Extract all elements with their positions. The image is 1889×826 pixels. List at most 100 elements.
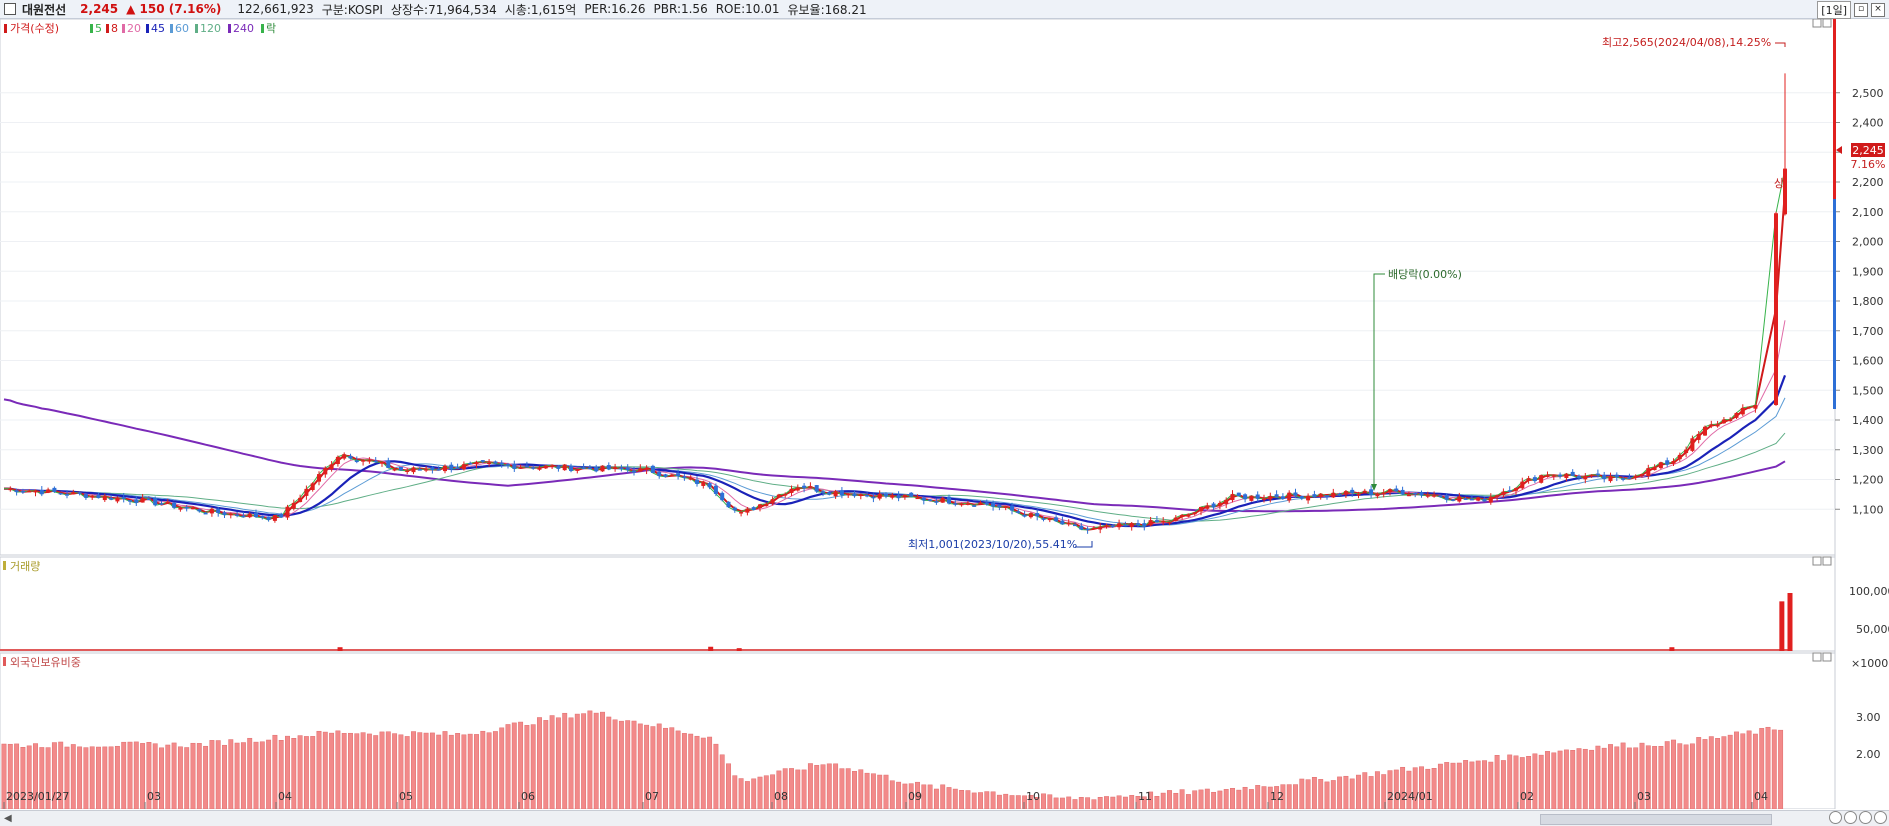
candle-body	[298, 497, 303, 503]
price-tick-4: 2,100	[1852, 206, 1884, 219]
candle-body	[921, 497, 926, 501]
candle-body	[468, 463, 473, 465]
candle-body	[1589, 474, 1594, 477]
price-panel-buttons[interactable]	[1812, 19, 1832, 28]
candle-body	[764, 503, 769, 507]
price-change: ▲ 150 (7.16%)	[126, 2, 222, 16]
zoom-out-icon[interactable]	[1829, 811, 1842, 824]
foreign-bar	[1078, 797, 1084, 809]
candlesticks	[8, 73, 1787, 534]
foreign-bar	[423, 732, 429, 809]
foreign-bar	[1015, 795, 1021, 809]
foreign-panel-buttons[interactable]	[1812, 652, 1832, 662]
vol-tick-100k: 100,000	[1849, 585, 1889, 598]
chart-scrollbar[interactable]: ◀	[0, 810, 1889, 826]
foreign-bar	[1765, 726, 1771, 809]
volume-panel[interactable]	[0, 556, 1836, 652]
legend-ma8: 8	[111, 22, 118, 35]
foreign-bar	[1576, 748, 1582, 809]
scroll-left-icon[interactable]: ◀	[4, 813, 12, 824]
candle-body	[1356, 493, 1361, 496]
candle-body	[398, 466, 403, 471]
candle-body	[487, 462, 492, 464]
foreign-bar	[1223, 789, 1229, 809]
candle-body	[228, 513, 233, 516]
foreign-bar	[543, 720, 549, 809]
stock-name[interactable]: 대원전선	[22, 2, 67, 17]
foreign-bar	[1173, 792, 1179, 809]
price-panel[interactable]	[0, 19, 1836, 556]
foreign-bar	[801, 769, 807, 809]
foreign-bar	[1211, 791, 1217, 809]
candle-body	[991, 502, 996, 507]
zoom-reset-icon[interactable]	[1844, 811, 1857, 824]
right-range-bar-red	[1833, 19, 1836, 199]
select-checkbox[interactable]	[4, 3, 16, 15]
candle-body	[216, 508, 221, 513]
foreign-bar	[574, 713, 580, 809]
candle-body	[304, 488, 309, 496]
candle-body	[1022, 514, 1027, 517]
zoom-fit-icon[interactable]	[1874, 811, 1887, 824]
candle-body	[808, 486, 813, 488]
foreign-bar	[1047, 794, 1053, 809]
foreign-bar	[1664, 741, 1670, 809]
candle-body	[1595, 473, 1600, 476]
foreign-bar	[1116, 795, 1122, 809]
candle-body	[896, 495, 901, 499]
candle-body	[814, 485, 819, 492]
candle-body	[984, 502, 989, 505]
foreign-bar	[152, 743, 158, 809]
foreign-bar	[499, 727, 505, 809]
volume-panel-buttons[interactable]	[1812, 556, 1832, 566]
foreign-bar	[51, 742, 57, 809]
price-tick-9: 1,600	[1852, 355, 1884, 368]
date-tick-10: 12	[1270, 790, 1284, 803]
foreign-ownership-bars	[1, 710, 1784, 809]
stock-chart[interactable]: 가격(수정) 5 8 20 45 60 120 240 락 최고2,565(20…	[0, 19, 1889, 809]
foreign-bar	[807, 763, 813, 809]
foreign-bar	[348, 732, 353, 809]
foreign-bar	[1154, 796, 1160, 809]
foreign-bar	[820, 764, 826, 809]
foreign-bar	[1, 743, 7, 809]
candle-body	[443, 465, 447, 472]
foreign-bar	[1242, 786, 1248, 809]
foreign-bar	[1488, 761, 1494, 809]
candle-body	[222, 512, 227, 515]
foreign-bar	[247, 737, 253, 809]
restore-icon[interactable]: ▫	[1854, 3, 1868, 17]
candle-body	[1091, 527, 1096, 530]
foreign-bar	[121, 741, 127, 809]
candle-body	[1684, 449, 1689, 454]
foreign-axis: 3.00 2.00	[1856, 711, 1881, 761]
candle-body	[1520, 481, 1525, 489]
candle-body	[1514, 488, 1518, 491]
foreign-bar	[1324, 781, 1330, 809]
close-icon[interactable]: ×	[1871, 3, 1885, 17]
foreign-bar	[1192, 790, 1198, 809]
candle-body	[1507, 490, 1512, 492]
foreign-bar	[379, 731, 385, 809]
foreign-bar	[1066, 796, 1072, 809]
candle-body	[1066, 522, 1071, 525]
candle-body	[417, 469, 422, 471]
candle-body	[1375, 493, 1380, 497]
scroll-thumb[interactable]	[1540, 814, 1772, 825]
candle-body	[827, 492, 832, 495]
candle-body	[455, 467, 460, 469]
candle-body	[52, 487, 57, 492]
foreign-bar	[1494, 755, 1500, 809]
candle-body	[726, 501, 731, 508]
foreign-bar	[1734, 731, 1739, 809]
period-selector[interactable]: [1일]	[1817, 1, 1851, 19]
foreign-bar	[996, 794, 1002, 809]
zoom-in-icon[interactable]	[1859, 811, 1872, 824]
candle-body	[1073, 524, 1077, 527]
candle-body	[1488, 496, 1493, 503]
candle-body	[140, 497, 145, 503]
candle-body	[1318, 493, 1323, 498]
candle-body	[676, 473, 681, 477]
foreign-bar	[1595, 745, 1601, 809]
candle-body	[839, 490, 844, 496]
